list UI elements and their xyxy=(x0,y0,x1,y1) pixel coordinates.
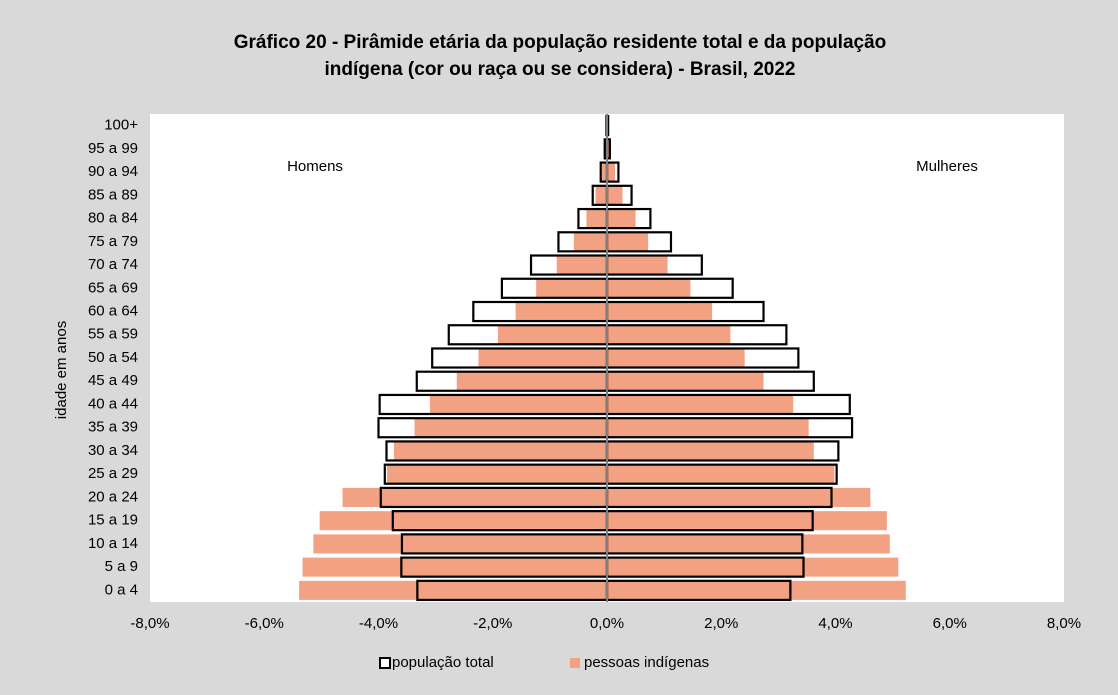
y-tick-label: 70 a 74 xyxy=(88,256,138,273)
indigenous-bar xyxy=(313,534,607,554)
indigenous-bar xyxy=(607,441,814,461)
indigenous-bar xyxy=(556,255,607,275)
indigenous-bar xyxy=(387,464,607,484)
indigenous-bar xyxy=(515,301,607,322)
indigenous-bar xyxy=(607,139,610,159)
legend-swatch xyxy=(570,658,580,668)
indigenous-bar xyxy=(302,557,607,577)
annotation: Mulheres xyxy=(916,158,978,175)
y-tick-label: 0 a 4 xyxy=(105,581,138,598)
y-tick-label: 55 a 59 xyxy=(88,326,138,343)
y-tick-label: 15 a 19 xyxy=(88,512,138,529)
x-tick-label: -4,0% xyxy=(359,615,398,632)
indigenous-bar xyxy=(607,394,794,415)
indigenous-bar xyxy=(607,418,809,438)
indigenous-bar xyxy=(607,278,691,298)
y-tick-label: 10 a 14 xyxy=(88,535,138,552)
indigenous-bar xyxy=(607,255,668,275)
y-tick-label: 5 a 9 xyxy=(105,558,138,575)
chart-title: Gráfico 20 - Pirâmide etária da populaçã… xyxy=(234,32,887,53)
annotation: Homens xyxy=(287,158,343,175)
y-tick-label: 25 a 29 xyxy=(88,465,138,482)
indigenous-bar xyxy=(607,301,713,322)
indigenous-bar xyxy=(393,441,607,461)
indigenous-bar xyxy=(607,325,731,345)
x-tick-label: -8,0% xyxy=(130,615,169,632)
indigenous-bar xyxy=(607,209,636,229)
legend-label: pessoas indígenas xyxy=(584,654,709,671)
indigenous-bar xyxy=(607,511,887,531)
indigenous-bar xyxy=(342,487,607,507)
y-tick-label: 75 a 79 xyxy=(88,233,138,250)
indigenous-bar xyxy=(607,371,764,391)
x-tick-label: 4,0% xyxy=(818,615,852,632)
y-tick-label: 90 a 94 xyxy=(88,163,138,180)
y-tick-label: 80 a 84 xyxy=(88,210,138,227)
y-tick-label: 85 a 89 xyxy=(88,186,138,203)
indigenous-bar xyxy=(607,557,899,577)
indigenous-bar xyxy=(497,325,607,345)
indigenous-bar xyxy=(429,394,607,415)
indigenous-bar xyxy=(478,348,607,368)
x-tick-label: 8,0% xyxy=(1047,615,1081,632)
legend-swatch xyxy=(379,657,391,669)
legend-label: população total xyxy=(392,654,494,671)
y-tick-label: 40 a 44 xyxy=(88,395,138,412)
y-axis-label: idade em anos xyxy=(53,321,70,419)
x-tick-label: 0,0% xyxy=(590,615,624,632)
y-tick-label: 20 a 24 xyxy=(88,488,138,505)
indigenous-bar xyxy=(607,348,745,368)
y-tick-label: 60 a 64 xyxy=(88,302,138,319)
indigenous-bar xyxy=(607,232,649,252)
x-tick-label: 2,0% xyxy=(704,615,738,632)
indigenous-bar xyxy=(607,534,890,554)
y-tick-label: 50 a 54 xyxy=(88,349,138,366)
indigenous-bar xyxy=(607,185,623,205)
y-tick-label: 30 a 34 xyxy=(88,442,138,459)
indigenous-bar xyxy=(607,464,835,484)
indigenous-bar xyxy=(586,209,607,229)
chart-subtitle: indígena (cor ou raça ou se considera) -… xyxy=(325,59,796,80)
y-tick-label: 35 a 39 xyxy=(88,419,138,436)
x-tick-label: 6,0% xyxy=(933,615,967,632)
indigenous-bar xyxy=(456,371,607,391)
y-tick-label: 100+ xyxy=(104,117,138,134)
indigenous-bar xyxy=(536,278,607,298)
indigenous-bar xyxy=(607,162,615,182)
y-tick-label: 65 a 69 xyxy=(88,279,138,296)
indigenous-bar xyxy=(414,418,607,438)
x-tick-label: -2,0% xyxy=(473,615,512,632)
indigenous-bar xyxy=(299,580,607,600)
y-tick-label: 95 a 99 xyxy=(88,140,138,157)
indigenous-bar xyxy=(607,580,906,600)
indigenous-bar xyxy=(607,487,871,507)
indigenous-bar xyxy=(319,511,607,531)
indigenous-bar xyxy=(601,162,607,182)
indigenous-bar xyxy=(573,232,607,252)
indigenous-bar xyxy=(595,185,607,205)
x-tick-label: -6,0% xyxy=(245,615,284,632)
y-tick-label: 45 a 49 xyxy=(88,372,138,389)
